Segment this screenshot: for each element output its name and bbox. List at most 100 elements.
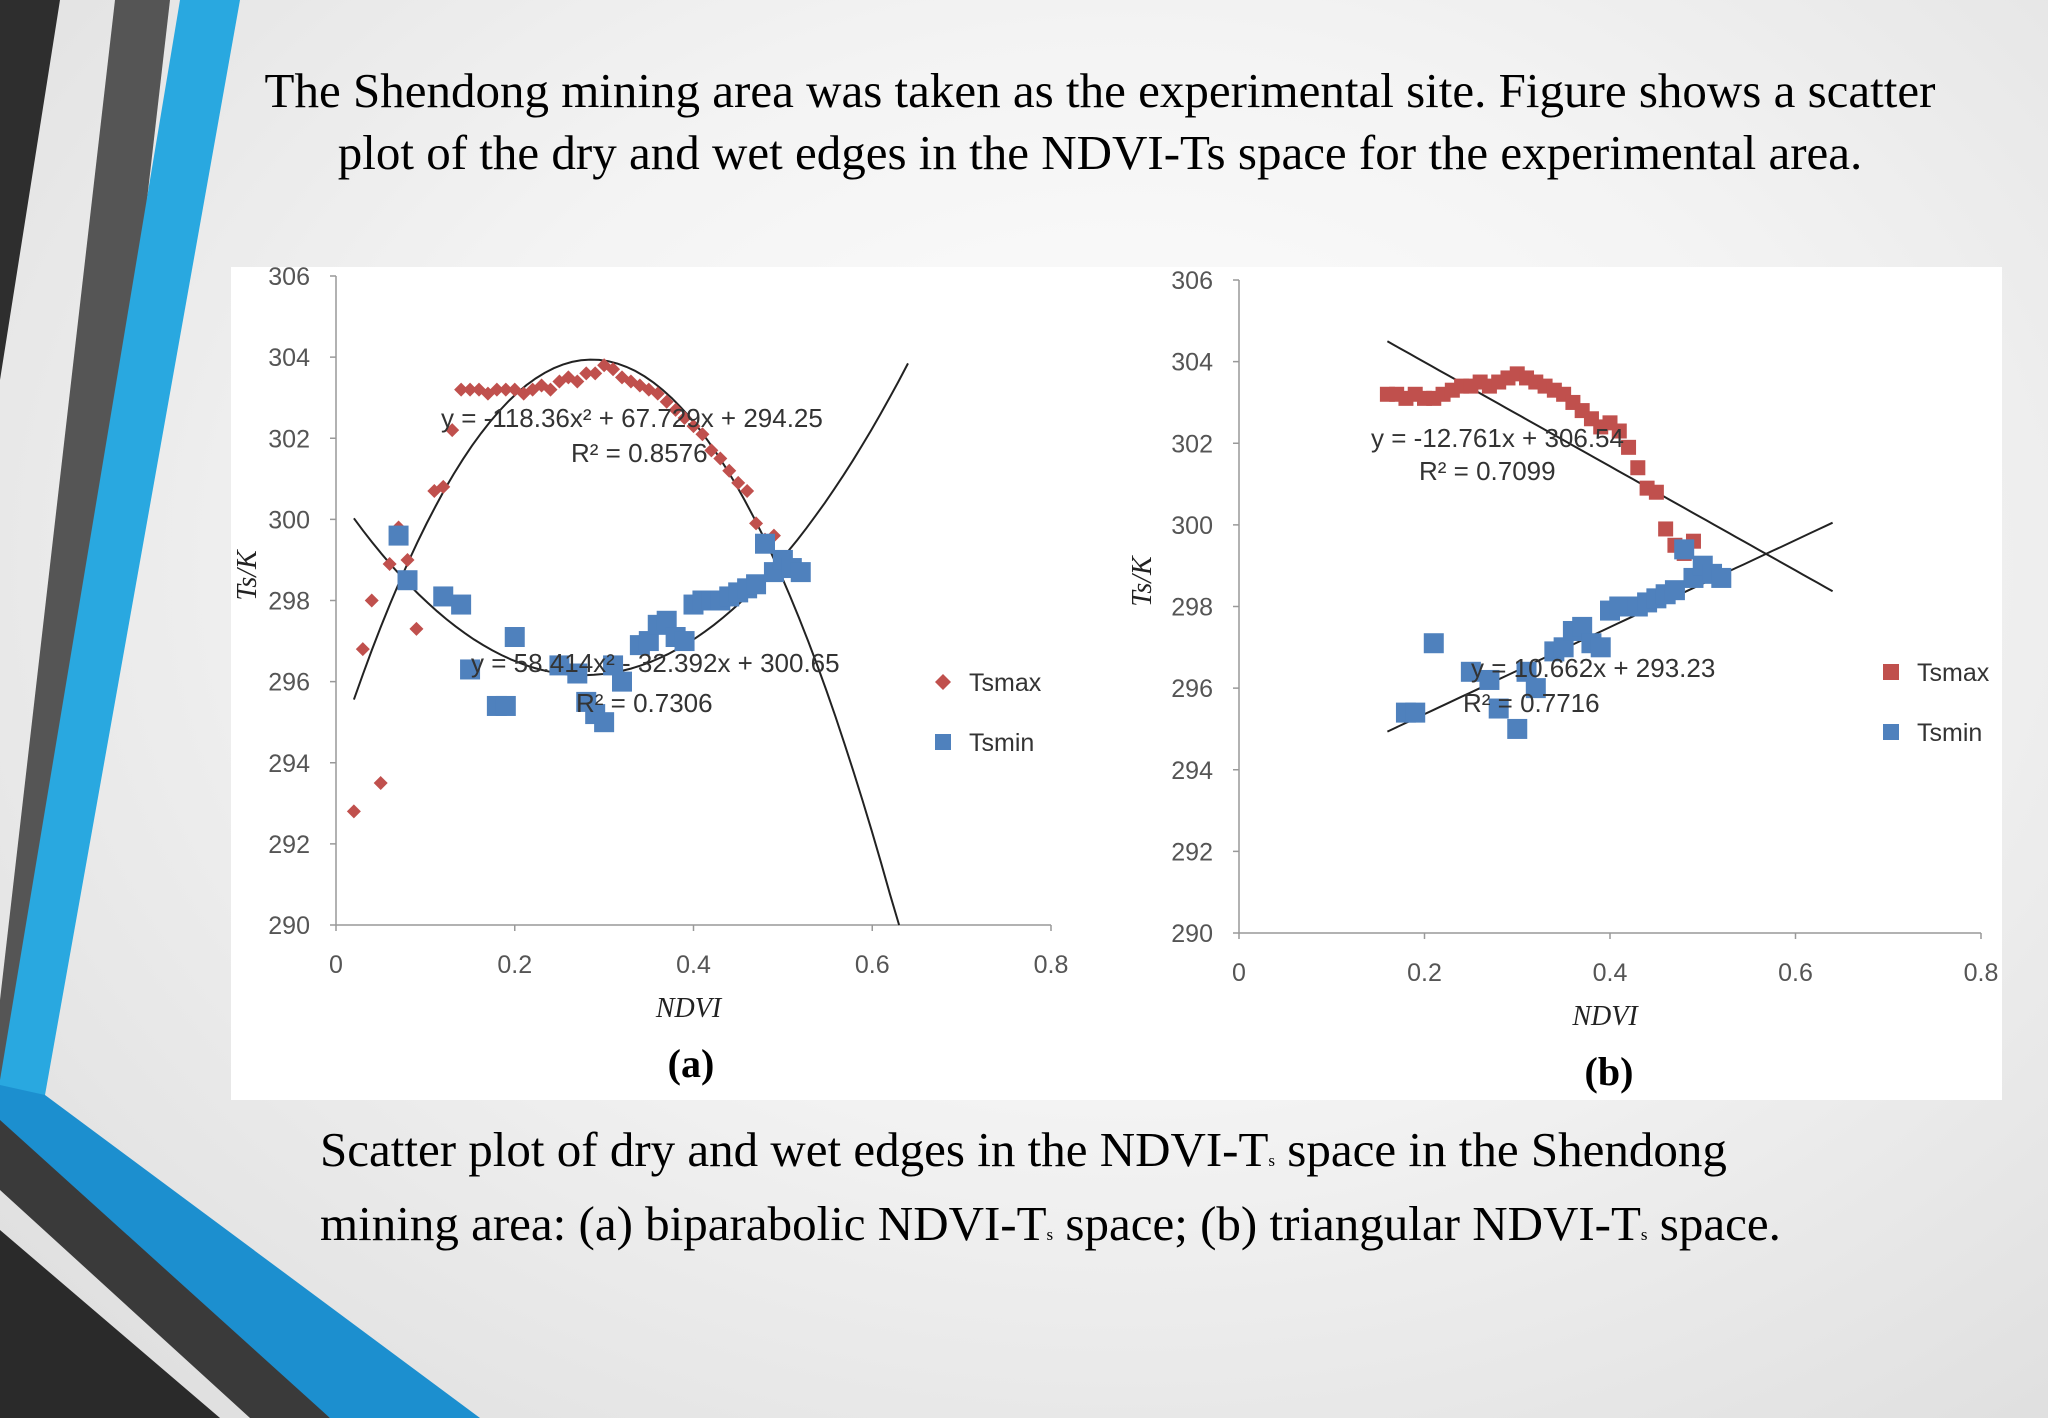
fit-line-tsmin: [1386, 521, 1834, 733]
x-tick-label: 0.4: [676, 951, 711, 979]
point-tsmin: [1711, 567, 1732, 588]
point-tsmin: [1405, 702, 1426, 723]
x-tick-label: 0.8: [1964, 959, 1999, 987]
point-tsmin: [567, 663, 588, 684]
point-tsmax: [1621, 439, 1637, 455]
y-axis-label: Ts/K: [1127, 555, 1158, 607]
chart-b: 290 292 294 296 298 300 302 304 306 0 0.2 0.4 0.6 0.8…: [1127, 267, 1998, 1094]
y-tick-label: 306: [1171, 267, 1213, 295]
point-tsmin: [1664, 580, 1685, 601]
point-tsmin: [1572, 616, 1593, 637]
y-axis-label: Ts/K: [232, 549, 263, 601]
legend-label-tsmin: Tsmin: [1917, 719, 1982, 747]
chart-a: 290 292 294 296 298 300 302 304 306 0 0.2 0.4 0.6 0.8…: [232, 267, 1068, 1086]
point-tsmax: [507, 382, 522, 397]
blue-stripe: [0, 0, 240, 1095]
point-tsmax: [722, 463, 737, 478]
caption-sub-3: s: [1640, 1225, 1648, 1244]
fit-line-tsmin: [353, 362, 909, 677]
point-tsmin: [1507, 718, 1528, 739]
point-tsmax: [606, 362, 621, 377]
gray-stripe: [0, 0, 170, 1085]
figure-panel: 290 292 294 296 298 300 302 304 306 0 0.2 0.4 0.6 0.8…: [231, 267, 2002, 1100]
point-tsmax: [552, 374, 567, 389]
point-tsmin: [451, 594, 472, 615]
y-tick-label: 298: [1171, 594, 1213, 622]
y-tick-label: 306: [268, 267, 310, 291]
point-tsmin: [1488, 698, 1509, 719]
point-tsmax: [498, 382, 513, 397]
y-tick-label: 292: [1171, 838, 1213, 866]
point-tsmax: [668, 402, 683, 417]
x-tick-label: 0: [1232, 959, 1246, 987]
legend-marker-tsmax: [1883, 664, 1899, 680]
point-tsmax: [445, 423, 460, 438]
y-tick-label: 296: [268, 669, 310, 697]
point-tsmax: [400, 552, 415, 567]
point-tsmax: [713, 451, 728, 466]
x-axis-label: NDVI: [655, 993, 723, 1024]
legend-marker-tsmax: [935, 674, 951, 690]
point-tsmin: [603, 655, 624, 676]
caption-sub-2: s: [1046, 1225, 1054, 1244]
caption-line1-b: space in the Shendong: [1287, 1122, 1727, 1177]
y-tick-label: 304: [1171, 349, 1213, 377]
y-tick-label: 304: [268, 344, 310, 372]
point-tsmax: [454, 382, 469, 397]
y-tick-label: 290: [268, 912, 310, 940]
y-tick-label: 300: [1171, 512, 1213, 540]
y-tick-label: 294: [268, 750, 310, 778]
point-tsmin: [1553, 637, 1574, 658]
y-tick-label: 300: [268, 506, 310, 534]
point-tsmax: [364, 593, 379, 608]
legend-label-tsmin: Tsmin: [969, 729, 1034, 757]
y-tick-label: 290: [1171, 920, 1213, 948]
point-tsmax: [1630, 460, 1646, 476]
charts-canvas: 290 292 294 296 298 300 302 304 306 0 0.2 0.4 0.6 0.8…: [232, 267, 1998, 1094]
point-tsmax: [463, 382, 478, 397]
point-tsmin: [790, 562, 811, 583]
slide-heading: The Shendong mining area was taken as th…: [264, 63, 1936, 180]
point-tsmax: [686, 419, 701, 434]
point-tsmin: [397, 570, 418, 591]
point-tsmin: [460, 659, 481, 680]
caption-line2-c: space.: [1659, 1196, 1781, 1251]
point-tsmax: [588, 366, 603, 381]
point-tsmax: [436, 479, 451, 494]
point-tsmin: [746, 574, 767, 595]
point-tsmax: [543, 382, 558, 397]
point-tsmax: [355, 642, 370, 657]
point-tsmax: [570, 374, 585, 389]
x-tick-label: 0.4: [1593, 959, 1628, 987]
fit-r2-tsmin: R² = 0.7306: [576, 688, 713, 718]
blue-corner-band: [0, 1085, 480, 1418]
fit-r2-tsmin: R² = 0.7716: [1463, 688, 1600, 718]
legend-label-tsmax: Tsmax: [969, 669, 1042, 697]
legend-marker-tsmin: [935, 734, 951, 750]
point-tsmin: [1479, 669, 1500, 690]
dark-corner-wedge: [0, 1230, 220, 1418]
point-tsmin: [504, 627, 525, 648]
x-tick-label: 0.2: [497, 951, 532, 979]
fit-equation-tsmax: y = -118.36x² + 67.729x + 294.25: [441, 403, 823, 433]
point-tsmin: [612, 671, 632, 692]
point-tsmax: [373, 776, 388, 791]
point-tsmax: [489, 382, 504, 397]
caption-line1-a: Scatter plot of dry and wet edges in the…: [320, 1122, 1269, 1177]
x-tick-label: 0.2: [1407, 959, 1442, 987]
point-tsmax: [1658, 521, 1674, 537]
y-tick-label: 302: [1171, 430, 1213, 458]
point-tsmax: [731, 475, 746, 490]
point-tsmax: [641, 382, 656, 397]
point-tsmin: [1674, 539, 1695, 560]
x-tick-label: 0.8: [1034, 951, 1069, 979]
fit-r2-tsmax: R² = 0.7099: [1419, 456, 1556, 486]
point-tsmax: [579, 366, 594, 381]
point-tsmin: [638, 631, 659, 652]
figure-caption: Scatter plot of dry and wet edges in the…: [320, 1118, 2000, 1266]
point-tsmax: [695, 427, 710, 442]
panel-label: (a): [668, 1041, 715, 1086]
caption-sub-1: s: [1268, 1151, 1276, 1170]
dark-corner-band: [0, 1120, 330, 1418]
point-tsmin: [433, 586, 454, 607]
